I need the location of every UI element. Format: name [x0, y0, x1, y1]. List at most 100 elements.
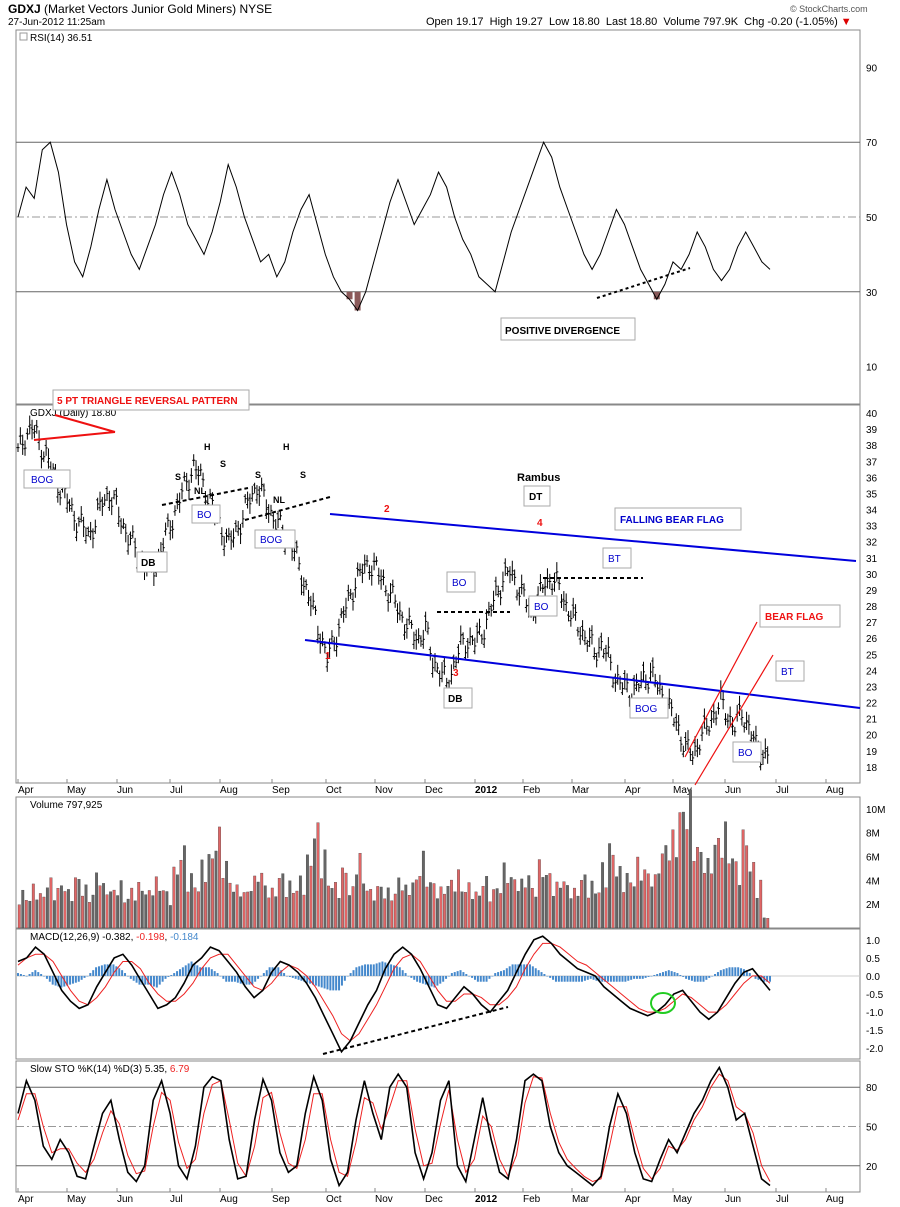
macd-histogram-bar: [155, 975, 158, 988]
price-tick-label: 37: [866, 457, 878, 468]
volume-bar: [421, 850, 425, 929]
macd-histogram-bar: [22, 974, 25, 976]
macd-histogram-bar: [410, 975, 413, 978]
volume-bar: [667, 860, 671, 929]
volume-bar: [573, 887, 576, 929]
svg-text:5 PT TRIANGLE REVERSAL PATTERN: 5 PT TRIANGLE REVERSAL PATTERN: [57, 396, 238, 407]
macd-histogram-bar: [705, 975, 708, 980]
volume-bar: [650, 886, 654, 929]
volume-bar: [516, 891, 520, 929]
volume-bar: [63, 891, 67, 929]
volume-bar: [119, 880, 123, 929]
x-tick-label: Oct: [326, 1194, 342, 1205]
rsi-tick-label: 30: [866, 288, 878, 299]
volume-bar: [530, 888, 534, 929]
volume-bar: [298, 875, 302, 929]
macd-histogram-bar: [641, 975, 644, 979]
macd-histogram-bar: [500, 971, 503, 976]
macd-histogram-bar: [531, 966, 534, 976]
macd-histogram-bar: [37, 972, 40, 976]
x-tick-label: May: [67, 785, 86, 796]
svg-text:BEAR FLAG: BEAR FLAG: [765, 612, 824, 623]
macd-histogram-bar: [630, 975, 633, 980]
price-tick-label: 25: [866, 650, 878, 661]
macd-histogram-bar: [661, 972, 664, 976]
volume-bar: [161, 890, 165, 929]
volume-bar: [21, 889, 25, 929]
volume-bar: [133, 900, 137, 929]
volume-bar: [390, 900, 394, 929]
macd-histogram-bar: [259, 975, 262, 977]
macd-histogram-bar: [404, 973, 407, 976]
volume-bar: [355, 874, 359, 929]
macd-histogram-bar: [268, 967, 271, 976]
volume-bar: [720, 857, 724, 929]
volume-bar: [130, 887, 134, 929]
x-tick-label: Dec: [425, 1194, 443, 1205]
macd-histogram-bar: [303, 975, 306, 982]
macd-histogram-bar: [549, 975, 552, 978]
price-tick-label: 40: [866, 409, 878, 420]
macd-histogram-bar: [297, 975, 300, 980]
macd-histogram-bar: [349, 973, 352, 976]
stochastic-tick-label: 50: [866, 1123, 878, 1134]
volume-bar: [362, 883, 366, 929]
db-label-1: DB: [136, 551, 168, 573]
db-label-2: DB: [443, 687, 473, 709]
change-value: -0.20 (-1.05%): [767, 16, 838, 28]
volume-bar: [629, 882, 633, 929]
macd-histogram-bar: [581, 975, 583, 982]
macd-histogram-bar: [92, 970, 95, 976]
x-tick-label: Oct: [326, 785, 342, 796]
macd-histogram-bar: [262, 973, 265, 976]
volume-bar: [232, 891, 236, 929]
macd-histogram-bar: [335, 975, 338, 991]
price-tick-label: 22: [866, 699, 878, 710]
macd-histogram-bar: [607, 975, 610, 982]
volume-bar: [207, 854, 211, 929]
macd-histogram-bar: [650, 975, 653, 977]
price-tick-label: 28: [866, 602, 878, 613]
macd-histogram-bar: [401, 970, 404, 976]
volume-bar: [745, 845, 749, 929]
volume-bar: [186, 891, 190, 929]
macd-histogram-bar: [109, 964, 112, 976]
macd-histogram-bar: [63, 975, 66, 987]
volume-bar: [98, 885, 102, 929]
volume-bar: [636, 856, 640, 929]
macd-histogram-bar: [447, 975, 450, 977]
volume-bar: [639, 880, 643, 929]
volume-bar: [105, 894, 109, 929]
macd-tick-label: -1.0: [866, 1008, 884, 1019]
volume-bar: [460, 891, 464, 929]
volume-bar: [372, 900, 376, 929]
macd-histogram-bar: [254, 975, 257, 982]
macd-tick-label: 0.0: [866, 972, 880, 983]
macd-histogram-bar: [627, 975, 630, 981]
price-tick-label: 24: [866, 666, 878, 677]
volume-bar: [541, 877, 545, 929]
macd-histogram-bar: [164, 975, 167, 979]
x-tick-label: Jul: [170, 785, 183, 796]
shoulder-label-2: S: [220, 459, 226, 469]
macd-histogram-bar: [760, 975, 763, 981]
macd-histogram-bar: [97, 966, 100, 976]
macd-histogram-bar: [332, 975, 335, 991]
macd-histogram-bar: [566, 975, 569, 982]
volume-bar: [102, 883, 106, 929]
macd-histogram-bar: [647, 975, 650, 977]
nl-label-1: NL: [194, 486, 206, 496]
volume-bar: [685, 829, 689, 929]
macd-histogram-bar: [138, 975, 141, 985]
volume-bar: [193, 887, 197, 929]
volume-bar: [305, 854, 309, 929]
volume-bar: [165, 891, 169, 929]
macd-histogram-bar: [147, 975, 150, 985]
macd-histogram-bar: [659, 973, 662, 976]
macd-histogram-bar: [711, 975, 714, 977]
macd-histogram-bar: [173, 973, 176, 976]
volume-bar: [327, 885, 330, 929]
shoulder-label-4: S: [300, 470, 306, 480]
macd-panel: MACD(12,26,9) -0.382, -0.198, -0.184 -2.…: [15, 928, 884, 1060]
